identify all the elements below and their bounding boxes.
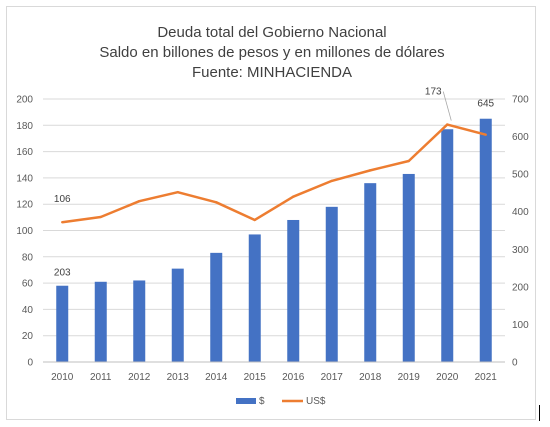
y-right-tick-label: 400 xyxy=(512,207,529,218)
y-right-tick-label: 700 xyxy=(512,95,529,106)
bar xyxy=(325,206,338,362)
line-point xyxy=(484,133,487,136)
bar xyxy=(364,183,377,362)
bar xyxy=(248,234,261,362)
x-tick-label: 2012 xyxy=(128,372,151,383)
line-point xyxy=(407,159,410,163)
y-left-tick-label: 120 xyxy=(16,200,33,211)
line-point xyxy=(99,215,102,219)
leader-line xyxy=(442,91,452,121)
y-right-tick-label: 500 xyxy=(512,170,529,181)
x-tick-label: 2015 xyxy=(244,372,267,383)
bar xyxy=(56,285,69,362)
bar xyxy=(441,129,454,362)
bar xyxy=(210,252,223,362)
line-point xyxy=(330,179,333,183)
data-labels: 203 106 173 645 xyxy=(54,87,495,279)
x-tick-label: 2010 xyxy=(51,372,74,383)
y-right-tick-label: 600 xyxy=(512,132,529,143)
legend-swatch-bar xyxy=(236,398,256,404)
x-tick-label: 2019 xyxy=(398,372,421,383)
line-point xyxy=(292,195,295,198)
data-label: 645 xyxy=(477,99,494,110)
y-axis-right: 0 100 200 300 400 500 600 700 xyxy=(512,95,529,369)
line-point xyxy=(176,190,179,194)
x-tick-label: 2021 xyxy=(475,372,498,383)
legend-label: US$ xyxy=(306,396,326,407)
y-right-tick-label: 300 xyxy=(512,245,529,256)
edge-mark xyxy=(539,405,540,421)
y-left-tick-label: 180 xyxy=(16,121,33,132)
data-label: 173 xyxy=(425,87,442,98)
line-point xyxy=(369,169,372,172)
y-axis-left: 0 20 40 60 80 100 120 140 160 180 200 xyxy=(16,95,33,369)
line-point xyxy=(446,123,449,126)
line-series xyxy=(61,123,487,224)
y-right-tick-label: 200 xyxy=(512,282,529,293)
chart-title-line: Fuente: MINHACIENDA xyxy=(192,64,352,81)
legend: $ US$ xyxy=(236,396,326,407)
y-left-tick-label: 200 xyxy=(16,95,33,106)
x-tick-label: 2020 xyxy=(436,372,459,383)
line-path xyxy=(62,123,487,224)
chart-title-line: Saldo en billones de pesos y en millones… xyxy=(99,44,444,61)
y-right-tick-label: 0 xyxy=(512,358,518,369)
y-left-tick-label: 0 xyxy=(27,358,33,369)
line-point xyxy=(138,199,141,203)
chart-frame xyxy=(6,6,536,420)
x-tick-label: 2017 xyxy=(321,372,344,383)
legend-label: $ xyxy=(259,396,265,407)
data-label: 203 xyxy=(54,268,71,279)
y-right-tick-label: 100 xyxy=(512,320,529,331)
x-axis: 2010 2011 2012 2013 2014 2015 2016 2017 2018 2019… xyxy=(43,361,505,383)
data-label: 106 xyxy=(54,194,71,205)
bar xyxy=(133,280,146,362)
x-tick-label: 2016 xyxy=(282,372,305,383)
y-left-tick-label: 140 xyxy=(16,173,33,184)
x-tick-label: 2013 xyxy=(167,372,190,383)
bar xyxy=(171,268,184,362)
bar-series xyxy=(56,118,492,362)
x-tick-label: 2018 xyxy=(359,372,382,383)
bar xyxy=(287,219,300,362)
x-tick-label: 2011 xyxy=(90,372,112,383)
y-left-tick-label: 40 xyxy=(22,305,34,316)
chart-title: Deuda total del Gobierno Nacional Saldo e… xyxy=(99,24,444,81)
gridlines xyxy=(43,98,505,363)
line-point xyxy=(215,201,218,204)
y-left-tick-label: 20 xyxy=(22,331,34,342)
y-left-tick-label: 100 xyxy=(16,226,33,237)
line-point xyxy=(61,221,64,224)
bar xyxy=(479,118,492,362)
y-left-tick-label: 160 xyxy=(16,147,33,158)
y-left-tick-label: 60 xyxy=(22,279,34,290)
chart-title-line: Deuda total del Gobierno Nacional xyxy=(157,24,386,41)
bar xyxy=(94,281,107,362)
x-tick-label: 2014 xyxy=(205,372,228,383)
bar xyxy=(402,173,415,362)
line-point xyxy=(253,218,256,222)
y-left-tick-label: 80 xyxy=(22,252,34,263)
